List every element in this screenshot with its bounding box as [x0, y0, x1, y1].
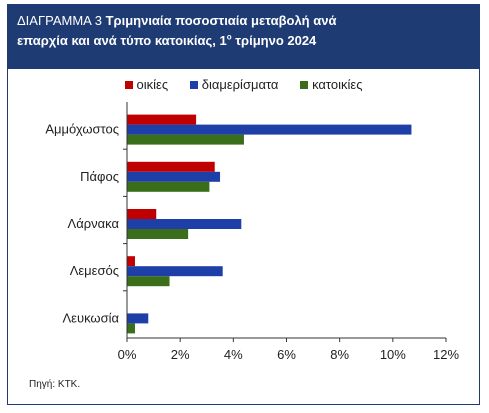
bar-διαμερίσματα-Λάρνακα [127, 219, 242, 229]
x-tick-label: 4% [224, 347, 243, 362]
legend-item-oikies: οικίες [124, 77, 168, 92]
figure-number: ΔΙΑΓΡΑΜΜΑ 3 [17, 13, 102, 28]
category-label: Αμμόχωστος [45, 122, 119, 137]
chart-legend: οικίες διαμερίσματα κατοικίες [8, 77, 479, 92]
category-label: Λευκωσία [62, 310, 119, 325]
bar-διαμερίσματα-Λευκωσία [127, 313, 149, 324]
legend-swatch-oikies [124, 80, 133, 89]
x-tick-label: 0% [118, 347, 137, 362]
figure-header: ΔΙΑΓΡΑΜΜΑ 3 Τριμηνιαία ποσοστιαία μεταβο… [8, 5, 479, 69]
bar-οικίες-Πάφος [127, 161, 215, 172]
bar-διαμερίσματα-Πάφος [127, 171, 221, 182]
category-label: Λεμεσός [70, 263, 119, 278]
x-tick-label: 10% [380, 347, 406, 362]
bar-οικίες-Λεμεσός [127, 256, 135, 267]
bar-κατοικίες-Λεμεσός [127, 276, 170, 287]
figure-title-line1: Τριμηνιαία ποσοστιαία μεταβολή ανά [105, 13, 337, 28]
bar-κατοικίες-Λευκωσία [127, 323, 135, 334]
bar-διαμερίσματα-Αμμόχωστος [127, 124, 412, 135]
bar-διαμερίσματα-Λεμεσός [127, 266, 223, 277]
x-tick-label: 2% [171, 347, 190, 362]
bar-κατοικίες-Αμμόχωστος [127, 134, 244, 145]
legend-item-diamerismata: διαμερίσματα [189, 77, 278, 92]
x-tick-label: 6% [277, 347, 296, 362]
source-note: Πηγή: ΚΤΚ. [29, 379, 81, 390]
figure-title-line2: επαρχία και ανά τύπο κατοικίας, 1ο τρίμη… [17, 32, 317, 48]
bar-κατοικίες-Πάφος [127, 181, 210, 192]
figure-frame: ΔΙΑΓΡΑΜΜΑ 3 Τριμηνιαία ποσοστιαία μεταβο… [7, 4, 480, 405]
bar-οικίες-Αμμόχωστος [127, 114, 197, 125]
bar-κατοικίες-Λάρνακα [127, 229, 189, 239]
category-label: Πάφος [80, 169, 119, 184]
x-tick-label: 8% [330, 347, 349, 362]
legend-swatch-katoikies [300, 80, 309, 89]
legend-item-katoikies: κατοικίες [300, 77, 362, 92]
category-label: Λάρνακα [68, 216, 120, 231]
bar-chart: Αμμόχωστος Πάφος Λάρνακα Λεμεσός Λευκωσία 0% 2… [45, 102, 459, 362]
legend-swatch-diamerismata [189, 80, 198, 89]
x-tick-label: 12% [433, 347, 459, 362]
bar-οικίες-Λάρνακα [127, 209, 157, 219]
